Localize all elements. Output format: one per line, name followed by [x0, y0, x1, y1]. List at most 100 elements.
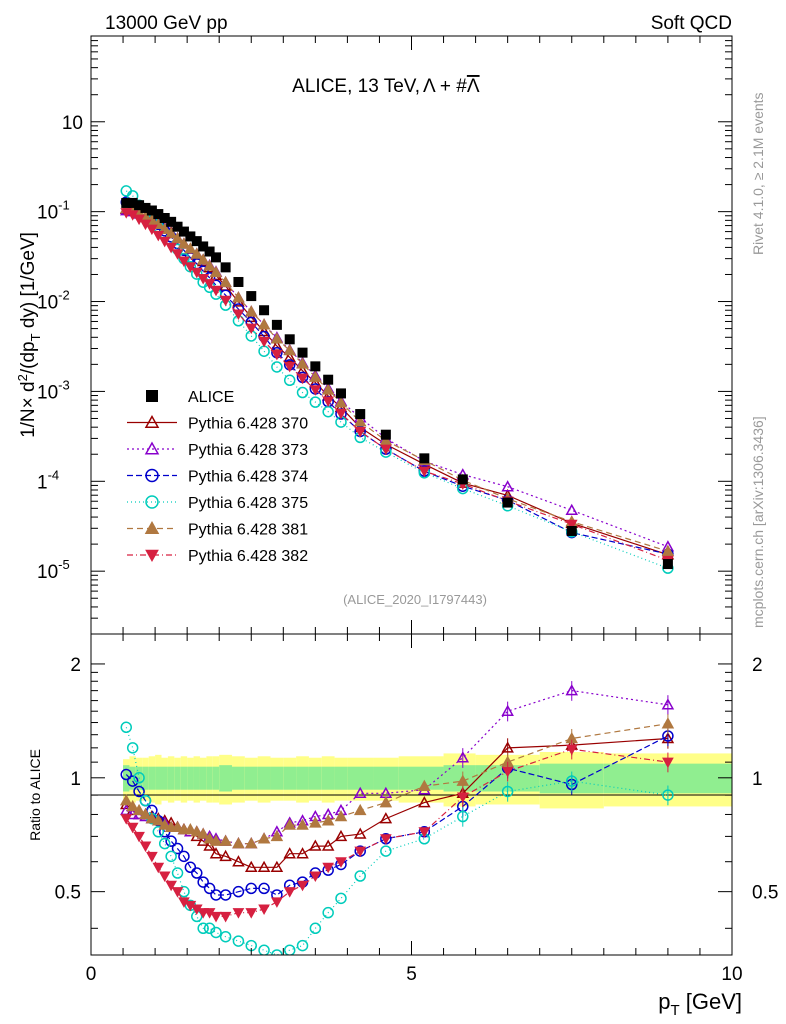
series-point: [146, 224, 158, 236]
plot-title: ALICE, 13 TeV,: [292, 76, 420, 97]
y-tick-exponent: -4: [48, 467, 60, 482]
alice-point: [146, 205, 157, 216]
ratio-point: [661, 698, 675, 710]
ratio-point: [309, 839, 322, 851]
legend: ALICE Pythia 6.428 370 Pythia 6.428 373 Pyt…: [127, 389, 308, 565]
ratio-point: [565, 744, 578, 756]
ratio-point: [232, 935, 245, 947]
series-point: [196, 253, 210, 265]
series-point: [309, 370, 322, 382]
ratio-point: [209, 834, 223, 846]
ratio-point: [126, 799, 139, 812]
legend-marker: [145, 549, 159, 563]
series-point: [334, 396, 348, 408]
band-inner: [199, 766, 207, 790]
series-point: [244, 305, 258, 317]
side-label-bottom: mcplots.cern.ch [arXiv:1306.3436]: [750, 416, 766, 628]
ratio-point: [244, 860, 258, 873]
ratio-point: [165, 880, 177, 892]
series-point: [296, 373, 309, 385]
ratio-point: [379, 796, 393, 808]
alice-point: [259, 305, 270, 316]
ratio-point: [456, 792, 469, 803]
ratio-point: [197, 922, 209, 935]
ratio-point: [257, 832, 271, 844]
ratio-y-label: Ratio to ALICE: [27, 749, 43, 841]
ratio-point: [232, 908, 245, 919]
ratio-point: [418, 779, 431, 791]
ratio-point: [119, 794, 133, 806]
ratio-point: [456, 774, 470, 786]
series-point: [152, 230, 165, 242]
legend-label: Pythia 6.428 381: [188, 522, 308, 539]
legend-label: Pythia 6.428 375: [188, 495, 308, 512]
ratio-series-4: [120, 721, 674, 955]
ratio-point: [335, 857, 347, 868]
series-point: [209, 265, 223, 278]
ratio-point: [501, 766, 514, 778]
ratio-point: [661, 717, 675, 729]
ratio-series-5: [119, 714, 675, 849]
band-inner: [219, 765, 233, 792]
series-point: [501, 480, 514, 492]
series-point: [354, 426, 367, 438]
band-inner: [206, 766, 213, 790]
ratio-point: [501, 741, 514, 753]
series-point: [164, 227, 178, 239]
alice-point: [297, 347, 308, 358]
band-inner: [373, 766, 399, 790]
plot-title-math-text: Λ + #: [423, 76, 467, 97]
ratio-point: [418, 827, 431, 838]
band-inner: [443, 765, 476, 792]
ratio-point: [203, 832, 216, 844]
ratio-point: [210, 926, 222, 939]
ratio-point: [353, 786, 367, 799]
y-tick-label: 10: [62, 113, 83, 134]
band-inner: [174, 766, 181, 790]
ratio-point: [335, 892, 347, 905]
ratio-point: [191, 867, 203, 879]
y-tick-label: 10-2: [37, 288, 70, 314]
ratio-point: [334, 829, 348, 842]
ratio-point: [283, 944, 296, 955]
ratio-point: [190, 825, 204, 837]
y-tick-label: 10-3: [37, 377, 70, 403]
series-point: [321, 383, 335, 395]
series-point: [184, 242, 197, 254]
series-point: [296, 386, 309, 399]
band-inner: [283, 766, 297, 790]
ratio-point: [418, 796, 431, 808]
band-inner: [270, 766, 284, 790]
series-point: [184, 262, 197, 273]
band-inner: [398, 766, 444, 790]
ratio-point: [133, 772, 145, 784]
series-point: [418, 466, 431, 478]
plot-title-math: Λ + #Λ: [423, 76, 480, 97]
alice-point: [220, 262, 231, 273]
series-point: [232, 309, 245, 321]
alice-point: [284, 334, 295, 345]
ratio-point: [132, 803, 146, 816]
legend-label: Pythia 6.428 374: [188, 469, 308, 486]
ratio-point: [120, 721, 133, 734]
alice-point: [662, 559, 673, 570]
ratio-point: [219, 889, 232, 901]
ratio-point: [354, 846, 367, 858]
ratio-point: [126, 742, 139, 754]
alice-point: [271, 319, 282, 330]
band-inner: [180, 766, 188, 790]
ratio-y-tick-label: 0.5: [55, 883, 81, 904]
series-point: [165, 242, 177, 254]
series-point: [296, 357, 309, 369]
series-point: [245, 323, 258, 335]
series-point: [270, 332, 284, 344]
x-axis-label: pT [GeV]: [658, 989, 742, 1019]
x-tick-label: 5: [406, 964, 417, 985]
ratio-point: [219, 911, 232, 923]
legend-marker: [145, 495, 159, 509]
series-point: [190, 247, 204, 259]
ratio-point: [258, 944, 270, 955]
band-inner: [193, 766, 200, 790]
legend-label: Pythia 6.428 373: [188, 442, 308, 459]
